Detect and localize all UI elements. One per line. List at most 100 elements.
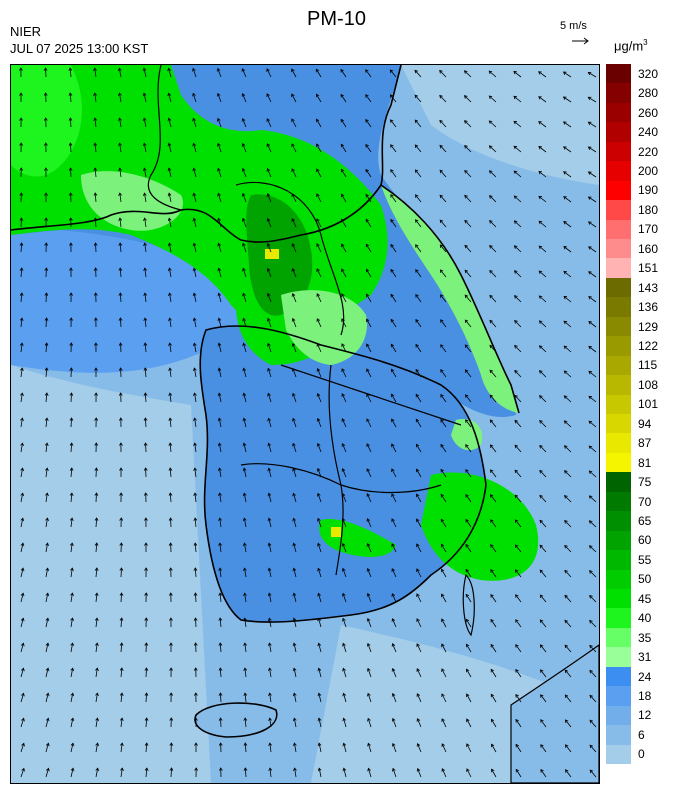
wind-arrow bbox=[514, 320, 522, 328]
wind-arrow-head bbox=[93, 92, 98, 96]
pm-lightgreen-chungbuk bbox=[281, 290, 367, 365]
wind-arrow bbox=[342, 468, 347, 478]
wind-arrow bbox=[367, 518, 372, 528]
wind-arrow-head bbox=[316, 243, 320, 247]
wind-arrow-head bbox=[588, 395, 593, 400]
wind-arrow bbox=[269, 668, 272, 678]
korea-coastline bbox=[199, 325, 487, 623]
wind-arrow-head bbox=[391, 593, 396, 597]
wind-arrow bbox=[242, 143, 247, 153]
wind-arrow-head bbox=[564, 669, 569, 674]
wind-arrow bbox=[589, 645, 597, 653]
legend-tick-label: 0 bbox=[638, 747, 645, 762]
wind-arrow-head bbox=[217, 392, 222, 397]
legend-swatch bbox=[606, 414, 631, 434]
wind-arrow-head bbox=[292, 442, 296, 447]
wind-arrow-head bbox=[540, 719, 544, 723]
wind-arrow-head bbox=[415, 368, 419, 373]
wind-arrow-head bbox=[563, 420, 568, 424]
wind-arrow bbox=[45, 693, 49, 703]
wind-arrow bbox=[564, 669, 572, 678]
wind-arrow bbox=[195, 617, 197, 628]
wind-arrow-head bbox=[192, 167, 196, 172]
wind-arrow-head bbox=[316, 318, 321, 322]
wind-arrow-head bbox=[118, 242, 123, 246]
wind-arrow-head bbox=[94, 417, 99, 421]
wind-arrow-head bbox=[415, 318, 419, 323]
wind-arrow bbox=[563, 246, 572, 253]
wind-arrow-head bbox=[120, 742, 124, 746]
wind-arrow-head bbox=[365, 94, 369, 98]
wind-arrow bbox=[118, 68, 122, 78]
wind-arrow-head bbox=[143, 342, 148, 346]
wind-arrow bbox=[293, 718, 297, 728]
wind-arrow-head bbox=[19, 367, 24, 371]
wind-arrow bbox=[194, 567, 197, 578]
wind-arrow-head bbox=[489, 319, 493, 324]
wind-arrow bbox=[563, 320, 572, 328]
wind-arrow bbox=[218, 368, 222, 378]
legend-swatch bbox=[606, 589, 631, 609]
wind-arrow bbox=[491, 744, 497, 753]
wind-arrow bbox=[341, 268, 347, 278]
wind-arrow bbox=[143, 118, 147, 128]
wind-arrow bbox=[317, 518, 322, 528]
wind-arrow-head bbox=[168, 392, 173, 396]
wind-arrow bbox=[490, 494, 497, 503]
wind-arrow bbox=[515, 569, 522, 578]
wind-arrow-head bbox=[119, 542, 124, 546]
wind-arrow-head bbox=[490, 568, 494, 573]
wind-arrow-head bbox=[488, 70, 493, 75]
wind-arrow bbox=[291, 93, 297, 103]
wind-arrow-head bbox=[391, 742, 396, 747]
wind-arrow bbox=[268, 568, 272, 578]
wind-arrow-head bbox=[415, 443, 420, 448]
wind-arrow-head bbox=[366, 368, 370, 373]
wind-arrow-head bbox=[316, 467, 321, 472]
pm10-map[interactable] bbox=[10, 64, 600, 784]
wind-arrow bbox=[440, 519, 447, 528]
wind-arrow bbox=[465, 369, 472, 378]
wind-arrow bbox=[242, 118, 247, 128]
wind-arrow-head bbox=[267, 467, 272, 472]
wind-arrow bbox=[415, 394, 422, 403]
wind-arrow bbox=[267, 368, 272, 378]
wind-arrow-head bbox=[439, 94, 443, 99]
wind-arrow-head bbox=[464, 145, 468, 149]
wind-arrow-head bbox=[20, 567, 25, 572]
wind-arrow bbox=[416, 469, 422, 478]
wind-arrow-head bbox=[45, 667, 50, 672]
wind-arrow-head bbox=[192, 117, 196, 122]
wind-arrow bbox=[441, 569, 447, 578]
wind-arrow bbox=[242, 243, 247, 253]
wind-arrow-head bbox=[217, 417, 222, 422]
legend-tick-label: 200 bbox=[638, 163, 659, 178]
wind-arrow bbox=[340, 144, 347, 153]
wind-arrow-head bbox=[143, 292, 148, 296]
wind-arrow-head bbox=[94, 567, 99, 571]
wind-arrow bbox=[589, 570, 597, 578]
wind-arrow bbox=[95, 668, 98, 678]
wind-arrow-head bbox=[341, 418, 346, 422]
wind-arrow bbox=[169, 268, 172, 278]
wind-arrow bbox=[45, 593, 49, 603]
wind-arrow bbox=[341, 368, 347, 378]
wind-arrow-head bbox=[490, 643, 494, 648]
wind-arrow bbox=[94, 167, 97, 178]
wind-arrow-head bbox=[538, 245, 543, 250]
wind-arrow bbox=[219, 642, 222, 653]
wind-arrow-head bbox=[488, 145, 493, 149]
wind-arrow bbox=[292, 368, 297, 378]
wind-arrow-head bbox=[292, 667, 297, 672]
wind-arrow-head bbox=[466, 668, 470, 673]
wind-arrow-head bbox=[142, 92, 147, 97]
wind-arrow-head bbox=[167, 267, 172, 272]
wind-arrow-head bbox=[340, 143, 345, 148]
wind-arrow-head bbox=[366, 418, 370, 422]
wind-arrow-head bbox=[242, 417, 247, 422]
wind-arrow-head bbox=[268, 692, 272, 697]
wind-arrow-head bbox=[317, 767, 322, 772]
wind-arrow-head bbox=[194, 742, 198, 746]
wind-arrow bbox=[515, 744, 522, 753]
legend-swatch bbox=[606, 161, 631, 182]
